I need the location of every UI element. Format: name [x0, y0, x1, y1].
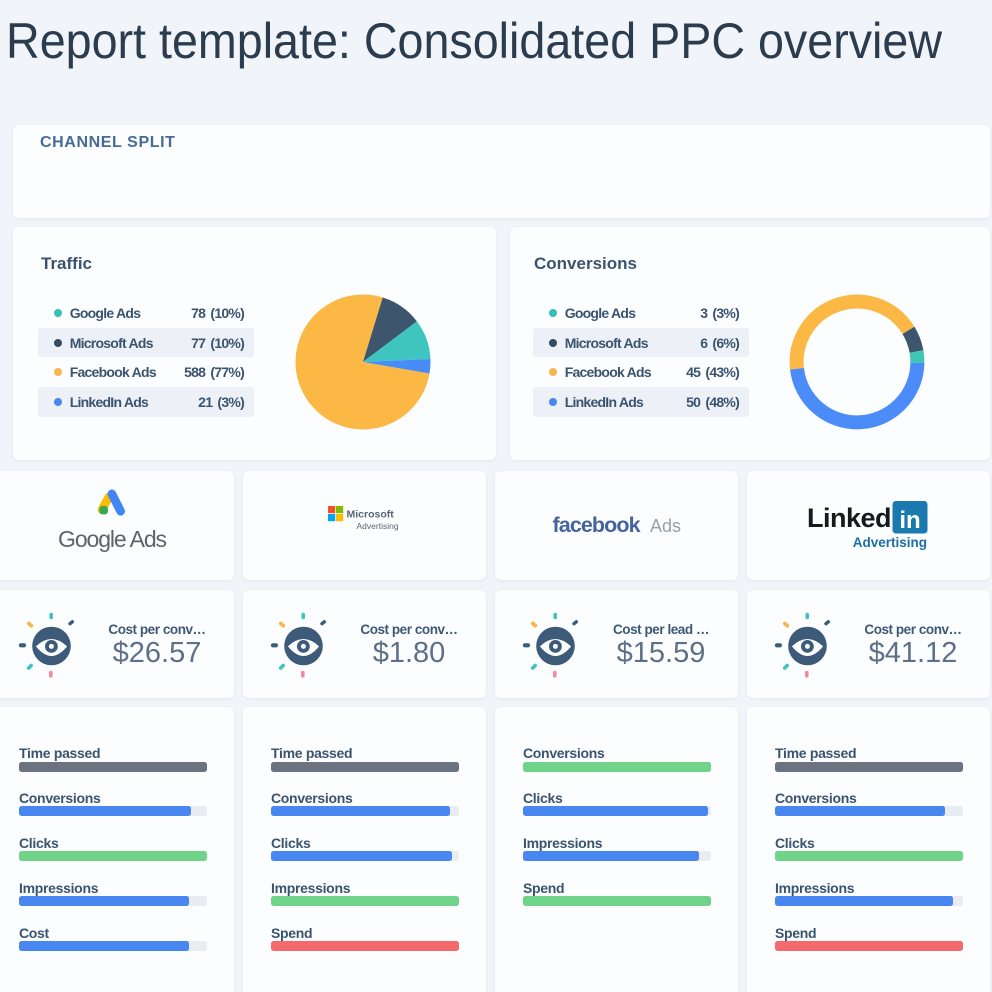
svg-text:Google Ads: Google Ads — [58, 526, 167, 552]
svg-text:in: in — [899, 507, 920, 534]
svg-text:Advertising: Advertising — [357, 521, 399, 531]
svg-text:Ads: Ads — [650, 516, 681, 536]
svg-text:Microsoft: Microsoft — [347, 508, 395, 520]
svg-text:facebook: facebook — [553, 513, 641, 537]
svg-text:Linked: Linked — [807, 503, 891, 533]
svg-text:Advertising: Advertising — [853, 535, 927, 550]
